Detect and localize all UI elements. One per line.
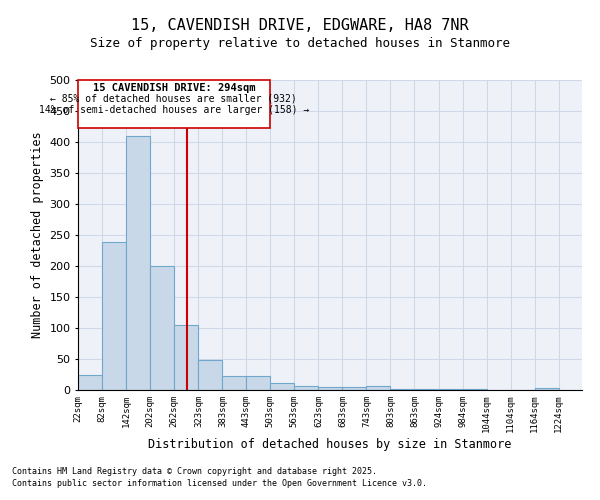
Text: Contains public sector information licensed under the Open Government Licence v3: Contains public sector information licen… [12, 478, 427, 488]
Bar [247, 376, 271, 390]
Bar [102, 242, 126, 390]
Bar [367, 386, 391, 390]
Bar [295, 386, 319, 390]
Y-axis label: Number of detached properties: Number of detached properties [31, 132, 44, 338]
Bar [223, 376, 247, 390]
Bar [78, 374, 102, 390]
X-axis label: Distribution of detached houses by size in Stanmore: Distribution of detached houses by size … [148, 438, 512, 451]
Bar [150, 266, 174, 390]
Text: ← 85% of detached houses are smaller (932): ← 85% of detached houses are smaller (93… [50, 94, 297, 104]
Text: 14% of semi-detached houses are larger (158) →: 14% of semi-detached houses are larger (… [38, 106, 309, 116]
Bar [174, 325, 198, 390]
Text: 15, CAVENDISH DRIVE, EDGWARE, HA8 7NR: 15, CAVENDISH DRIVE, EDGWARE, HA8 7NR [131, 18, 469, 32]
Bar [343, 387, 367, 390]
Bar [126, 136, 150, 390]
Bar [535, 388, 559, 390]
Bar [199, 360, 223, 390]
FancyBboxPatch shape [78, 80, 269, 128]
Text: 15 CAVENDISH DRIVE: 294sqm: 15 CAVENDISH DRIVE: 294sqm [92, 83, 255, 93]
Text: Size of property relative to detached houses in Stanmore: Size of property relative to detached ho… [90, 38, 510, 51]
Bar [271, 383, 295, 390]
Text: Contains HM Land Registry data © Crown copyright and database right 2025.: Contains HM Land Registry data © Crown c… [12, 467, 377, 476]
Bar [319, 387, 343, 390]
